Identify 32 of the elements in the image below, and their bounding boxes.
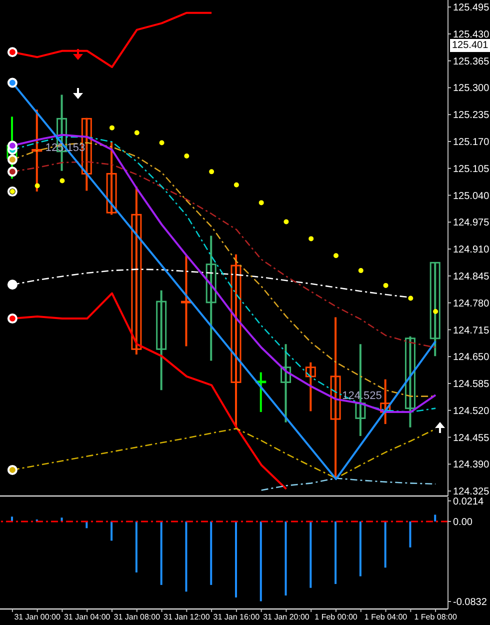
y-tick-label: 125.495 [453, 2, 490, 14]
y-tick-label: 125.365 [453, 56, 490, 68]
x-tick-label: 31 Jan 12:00 [164, 612, 210, 622]
y-tick-label: 124.325 [453, 486, 490, 498]
x-tick-label: 31 Jan 16:00 [213, 612, 260, 622]
y-tick-label: 125.235 [453, 110, 490, 122]
y-tick-label: 124.455 [453, 432, 490, 444]
y-tick-label: 0.00 [453, 516, 473, 528]
x-tick-label: 31 Jan 08:00 [114, 612, 161, 622]
y-tick-label: 125.430 [453, 29, 490, 40]
y-tick-label: 124.845 [453, 271, 490, 282]
y-tick-label: 125.105 [453, 164, 490, 175]
annotation: 125.401 [450, 38, 490, 52]
x-tick-label: 1 Feb 04:00 [364, 612, 408, 622]
y-tick-label: 124.715 [453, 325, 490, 336]
y-tick-label: 125.040 [453, 190, 490, 202]
y-tick-label: -0.0832 [453, 597, 488, 608]
y-tick-label: 124.975 [453, 218, 490, 229]
y-tick-label: 124.520 [453, 406, 490, 417]
x-tick-label: 31 Jan 00:00 [14, 612, 62, 622]
y-tick-label: 124.780 [453, 298, 490, 310]
x-tick-label: 1 Feb 08:00 [414, 612, 458, 622]
y-tick-label: 125.300 [453, 83, 490, 94]
y-tick-label: 0.0214 [453, 496, 484, 508]
y-tick-label: 125.170 [453, 137, 490, 148]
x-tick-label: 31 Jan 04:00 [64, 612, 111, 622]
y-tick-label: 124.650 [453, 352, 490, 364]
y-tick-label: 124.390 [453, 460, 490, 471]
y-tick-label: 124.910 [453, 244, 490, 256]
x-tick-label: 1 Feb 00:00 [314, 612, 358, 622]
y-tick-label: 124.585 [453, 379, 490, 390]
x-tick-label: 31 Jan 20:00 [263, 612, 310, 622]
